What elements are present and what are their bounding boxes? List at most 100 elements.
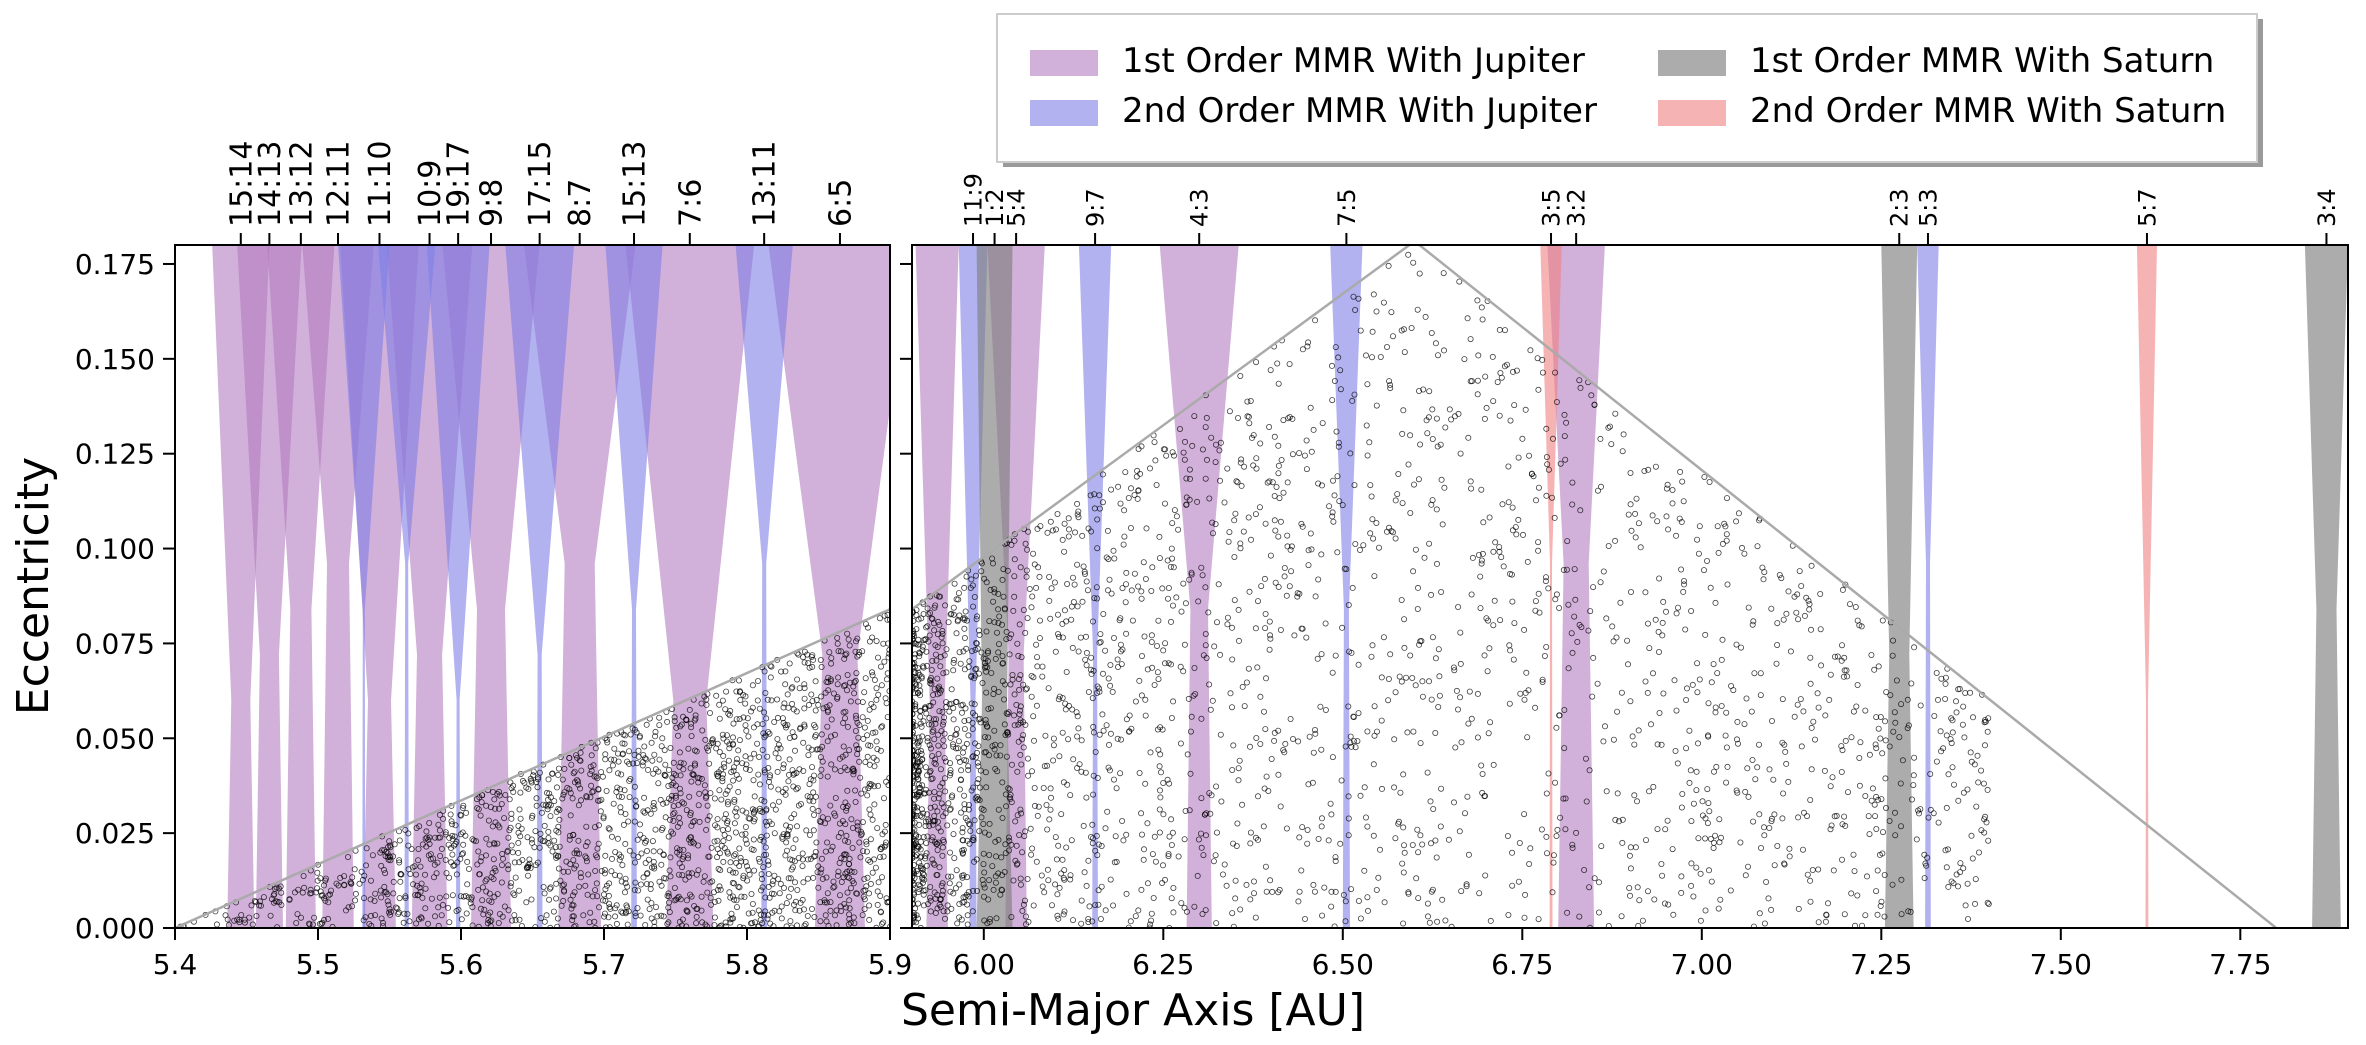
particle-point: [1680, 498, 1687, 505]
particle-point: [1627, 698, 1634, 705]
particle-point: [1407, 432, 1414, 439]
particle-point: [1851, 868, 1858, 875]
particle-point: [1877, 735, 1884, 742]
particle-point: [1428, 696, 1435, 703]
particle-point: [1327, 800, 1334, 807]
particle-point: [805, 752, 812, 759]
particle-point: [679, 856, 686, 863]
particle-point: [1211, 643, 1218, 650]
particle-point: [1392, 535, 1399, 542]
particle-point: [912, 784, 917, 791]
particle-point: [965, 767, 972, 774]
particle-point: [1673, 532, 1680, 539]
particle-point: [1783, 610, 1790, 617]
particle-point: [1412, 546, 1419, 553]
particle-point: [734, 756, 741, 763]
particle-point: [610, 800, 617, 807]
particle-point: [511, 859, 518, 866]
particle-point: [631, 818, 638, 825]
particle-point: [1686, 779, 1693, 786]
particle-point: [508, 842, 515, 849]
particle-point: [1539, 369, 1546, 376]
particle-point: [600, 891, 607, 898]
particle-point: [1467, 478, 1474, 485]
particle-point: [1827, 826, 1834, 833]
particle-point: [1597, 435, 1604, 442]
particle-point: [791, 858, 798, 865]
particle-point: [720, 760, 727, 767]
particle-point: [1839, 856, 1846, 863]
particle-point: [1080, 563, 1087, 570]
particle-point: [1921, 875, 1928, 882]
particle-point: [677, 759, 684, 766]
particle-point: [1140, 559, 1147, 566]
particle-point: [367, 877, 374, 884]
particle-point: [856, 722, 863, 729]
particle-point: [714, 772, 721, 779]
particle-point: [983, 720, 990, 727]
particle-point: [840, 682, 847, 689]
particle-point: [930, 692, 937, 699]
particle-point: [1634, 798, 1641, 805]
x-tick-label: 5.7: [582, 948, 627, 981]
particle-point: [923, 710, 930, 717]
particle-point: [1022, 540, 1029, 547]
particle-point: [912, 674, 919, 681]
particle-point: [819, 758, 826, 765]
particle-point: [714, 837, 721, 844]
particle-point: [1561, 707, 1568, 714]
particle-point: [1535, 916, 1542, 923]
particle-point: [1299, 523, 1306, 530]
particle-point: [745, 910, 752, 917]
particle-point: [1227, 690, 1234, 697]
particle-point: [1114, 656, 1121, 663]
particle-point: [1224, 614, 1231, 621]
particle-point: [469, 836, 476, 843]
particle-point: [634, 905, 641, 912]
particle-point: [1479, 550, 1486, 557]
particle-point: [869, 672, 876, 679]
particle-point: [955, 738, 962, 745]
particle-point: [523, 899, 530, 906]
particle-point: [1272, 579, 1279, 586]
particle-point: [758, 833, 765, 840]
particle-point: [1020, 732, 1027, 739]
particle-point: [763, 715, 770, 722]
particle-point: [951, 818, 958, 825]
particle-point: [380, 866, 387, 873]
particle-point: [1943, 864, 1950, 871]
particle-point: [1386, 378, 1393, 385]
particle-point: [1000, 593, 1007, 600]
particle-point: [1583, 798, 1590, 805]
particle-point: [1245, 665, 1252, 672]
particle-point: [719, 731, 726, 738]
particle-point: [1169, 555, 1176, 562]
particle-point: [1702, 631, 1709, 638]
particle-point: [1719, 636, 1726, 643]
particle-point: [1665, 526, 1672, 533]
particle-point: [1774, 843, 1781, 850]
particle-point: [1955, 797, 1962, 804]
particle-point: [446, 874, 453, 881]
particle-point: [804, 651, 811, 658]
particle-point: [372, 912, 379, 919]
particle-point: [1892, 719, 1899, 726]
particle-point: [993, 853, 1000, 860]
particle-point: [1266, 478, 1273, 485]
particle-point: [912, 673, 917, 680]
particle-point: [1050, 742, 1057, 749]
particle-point: [1111, 776, 1118, 783]
particle-point: [538, 915, 545, 922]
particle-point: [632, 859, 639, 866]
particle-point: [1881, 913, 1888, 920]
particle-point: [1553, 398, 1560, 405]
particle-point: [934, 872, 941, 879]
particle-point: [942, 810, 949, 817]
particle-point: [915, 889, 922, 896]
particle-point: [727, 859, 734, 866]
particle-point: [972, 666, 979, 673]
particle-point: [1408, 324, 1415, 331]
particle-point: [1033, 858, 1040, 865]
particle-point: [980, 821, 987, 828]
particle-point: [694, 774, 701, 781]
